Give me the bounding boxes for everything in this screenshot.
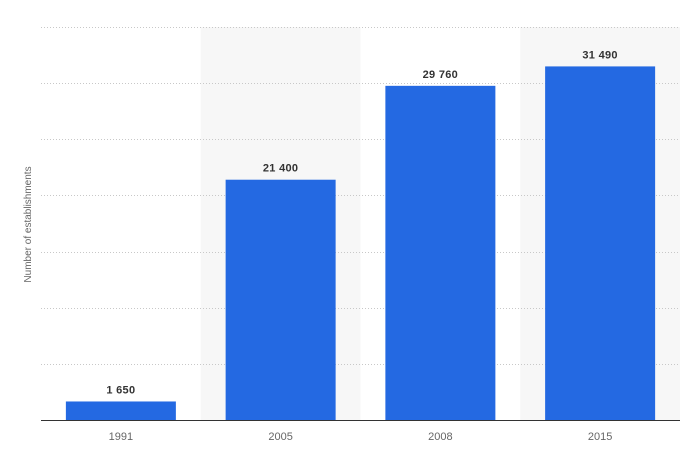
x-tick-label: 2005 (268, 431, 292, 443)
bar (225, 179, 336, 420)
bar (385, 85, 496, 421)
bar (545, 66, 656, 420)
bar-data-label: 29 760 (423, 69, 458, 81)
bar (65, 401, 176, 420)
bar-data-label: 31 490 (582, 49, 617, 61)
x-tick-label: 2015 (588, 431, 612, 443)
y-axis-label: Number of establishments (23, 166, 34, 282)
data-labels: 1 650 21 400 29 760 31 490 (106, 49, 617, 396)
bar-data-label: 1 650 (106, 384, 135, 396)
bars (65, 66, 656, 421)
x-tick-label: 2008 (428, 431, 452, 443)
x-tick-label: 1991 (109, 431, 133, 443)
x-tick-labels: 1991 2005 2008 2015 (109, 431, 613, 443)
bar-data-label: 21 400 (263, 163, 298, 175)
